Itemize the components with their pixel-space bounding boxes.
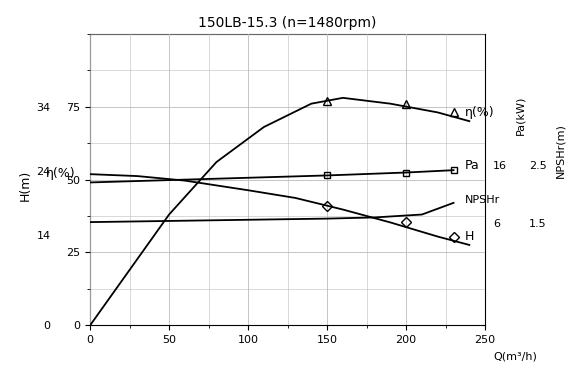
Text: H: H [465,230,474,243]
Text: η(%): η(%) [465,106,494,119]
Text: NPSHr(m): NPSHr(m) [555,123,565,178]
Text: Pa(kW): Pa(kW) [516,96,526,135]
Title: 150LB-15.3 (n=1480rpm): 150LB-15.3 (n=1480rpm) [198,16,377,30]
Text: H(m): H(m) [19,170,31,201]
Y-axis label: η(%): η(%) [46,166,76,180]
Text: Q(m³/h): Q(m³/h) [493,352,537,362]
Text: NPSHr: NPSHr [465,195,500,205]
Text: Pa: Pa [465,159,479,172]
